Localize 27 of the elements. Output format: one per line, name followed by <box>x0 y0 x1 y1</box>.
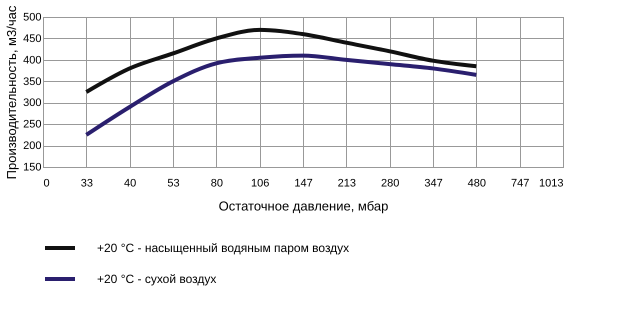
y-tick-label: 250 <box>23 118 42 131</box>
y-tick-label: 500 <box>23 12 42 24</box>
x-tick-label: 1013 <box>539 178 564 190</box>
legend-label: +20 °C - сухой воздух <box>97 272 216 286</box>
y-tick-label: 200 <box>23 140 42 152</box>
y-axis-title: Производительность, м3/час <box>4 5 20 180</box>
legend-label: +20 °C - насыщенный водяным паром воздух <box>97 241 350 255</box>
line-series <box>84 28 478 94</box>
x-tick-label: 0 <box>44 178 50 190</box>
x-tick-label: 53 <box>167 178 180 190</box>
y-tick-label: 450 <box>23 32 42 45</box>
y-tick-label: 350 <box>23 76 42 88</box>
x-tick-label: 480 <box>468 178 486 190</box>
x-tick-label: 40 <box>124 178 136 190</box>
x-axis-title: Остаточное давление, мбар <box>218 198 388 214</box>
x-tick-label: 213 <box>338 178 356 190</box>
y-tick-label: 150 <box>23 162 42 174</box>
y-tick-label: 400 <box>23 54 42 66</box>
x-tick-label: 747 <box>510 178 530 190</box>
x-tick-label: 33 <box>80 178 93 190</box>
line-series <box>84 54 478 137</box>
x-tick-label: 347 <box>424 178 443 190</box>
x-tick-label: 106 <box>250 178 270 190</box>
y-tick-label: 300 <box>23 97 42 110</box>
x-tick-label: 80 <box>210 178 223 190</box>
x-tick-label: 147 <box>294 178 313 190</box>
x-tick-label: 280 <box>380 178 400 190</box>
